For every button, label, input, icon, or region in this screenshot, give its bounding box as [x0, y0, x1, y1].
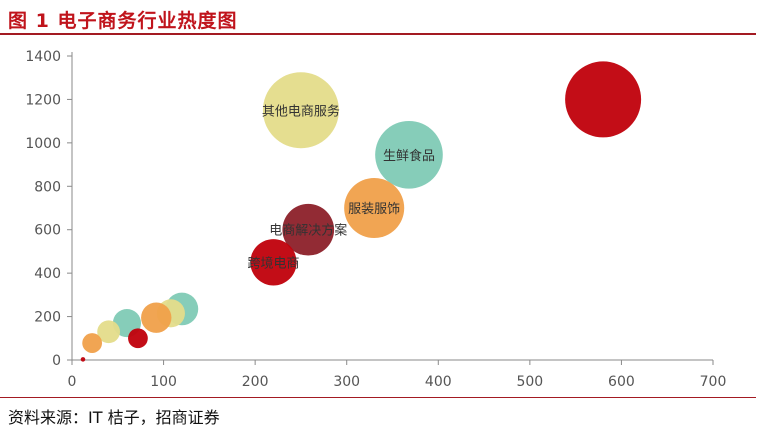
chart-title: 图 1 电子商务行业热度图 — [8, 10, 238, 32]
bubble — [375, 120, 443, 189]
y-tick-label: 400 — [34, 266, 61, 282]
y-tick-label: 200 — [34, 310, 61, 326]
bubble — [565, 61, 642, 138]
bubble — [250, 239, 297, 286]
x-tick-label: 600 — [608, 374, 635, 390]
bubble-label: 电商解决方案 — [269, 223, 347, 239]
bubble-label: 生鲜食品 — [383, 148, 435, 164]
x-tick-label: 200 — [242, 374, 269, 390]
y-tick-label: 800 — [34, 179, 61, 195]
bubble — [82, 333, 103, 353]
y-tick-label: 0 — [52, 353, 61, 369]
bubble — [97, 320, 121, 344]
y-tick-label: 1400 — [25, 49, 61, 65]
y-tick-label: 600 — [34, 223, 61, 239]
bubble-label: 服装服饰 — [348, 202, 400, 217]
y-tick-label: 1200 — [25, 92, 61, 108]
bubble — [282, 203, 335, 256]
bubble — [141, 302, 172, 333]
bubble — [80, 357, 86, 362]
y-tick-label: 1000 — [25, 136, 61, 152]
source-divider — [0, 397, 756, 398]
source-note: 资料来源：IT 桔子，招商证券 — [8, 408, 220, 427]
x-tick-label: 400 — [425, 374, 452, 390]
title-divider — [0, 33, 756, 35]
bubble-series — [80, 61, 642, 362]
bubble-label: 跨境电商 — [247, 256, 299, 271]
x-tick-label: 700 — [700, 374, 727, 390]
bubble-label: 其他电商服务 — [262, 103, 340, 119]
x-tick-label: 500 — [516, 374, 543, 390]
x-tick-label: 300 — [333, 374, 360, 390]
bubble — [128, 328, 148, 349]
x-tick-label: 100 — [150, 374, 177, 390]
x-tick-label: 0 — [68, 374, 77, 390]
bubble — [344, 177, 405, 239]
chart-axes: 0 200 400 600 800 1000 1200 1400 0 100 200 300 400 50… — [25, 49, 726, 390]
bubble — [262, 72, 339, 149]
